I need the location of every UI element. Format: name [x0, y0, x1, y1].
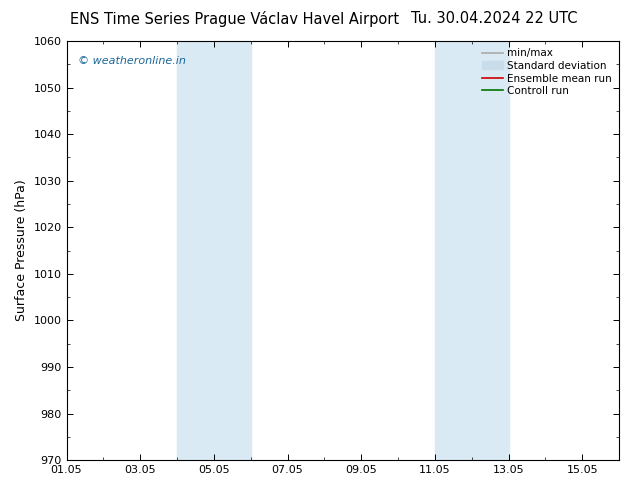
- Legend: min/max, Standard deviation, Ensemble mean run, Controll run: min/max, Standard deviation, Ensemble me…: [480, 46, 614, 98]
- Text: ENS Time Series Prague Václav Havel Airport: ENS Time Series Prague Václav Havel Airp…: [70, 11, 399, 27]
- Text: Tu. 30.04.2024 22 UTC: Tu. 30.04.2024 22 UTC: [411, 11, 578, 26]
- Y-axis label: Surface Pressure (hPa): Surface Pressure (hPa): [15, 180, 28, 321]
- Bar: [435, 41, 508, 460]
- Text: © weatheronline.in: © weatheronline.in: [77, 56, 186, 66]
- Bar: [177, 41, 250, 460]
